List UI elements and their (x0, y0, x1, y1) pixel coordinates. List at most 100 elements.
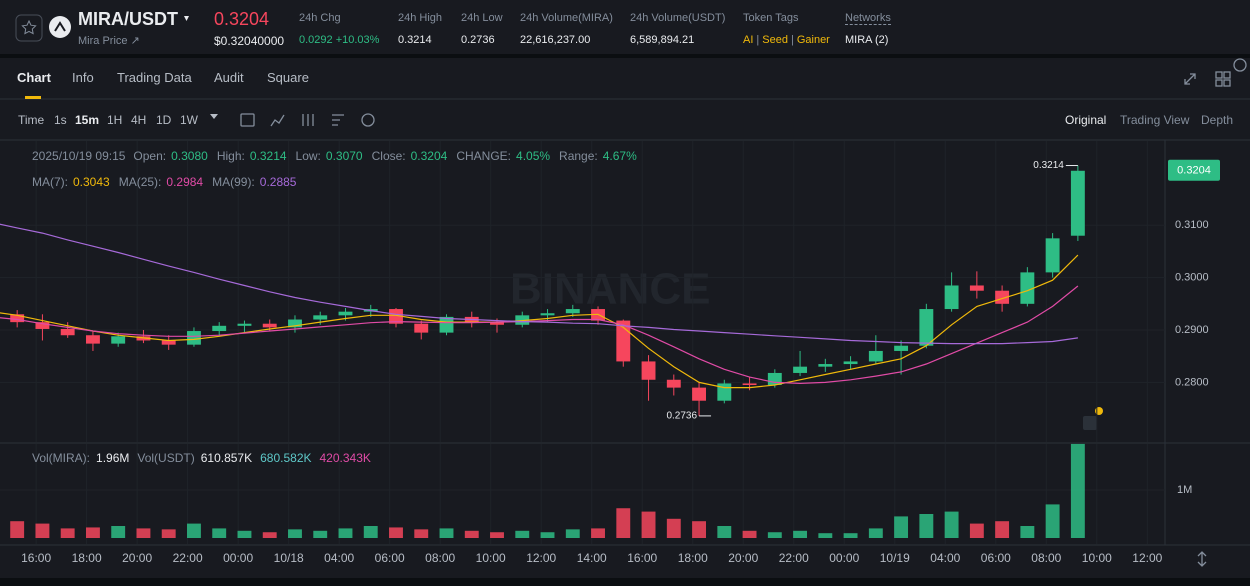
volume-bar (1020, 526, 1035, 538)
candle-body (338, 311, 353, 316)
token-tag[interactable]: Seed (762, 34, 788, 46)
volume-bar (338, 528, 353, 538)
tab[interactable]: Square (267, 70, 309, 85)
volume-bar (995, 521, 1010, 538)
subtitle[interactable]: Mira Price ↗ (78, 35, 140, 47)
stat-label: 24h Low (461, 12, 503, 24)
interval[interactable]: Time (18, 113, 45, 127)
volume-bar (262, 532, 277, 538)
vol-value: 1.96M (96, 451, 130, 465)
close-icon[interactable] (1233, 58, 1247, 72)
calendar-icon[interactable] (240, 113, 255, 127)
scale-icon[interactable] (1197, 551, 1207, 567)
volume-bar (187, 523, 201, 538)
stat-value[interactable]: MIRA (2) (845, 34, 889, 46)
volume-bar (969, 523, 984, 538)
current-price-tag (1168, 159, 1220, 181)
token-tag[interactable]: Gainer (796, 34, 830, 46)
stat-value: 22,616,237.00 (520, 34, 591, 46)
info-label: High: (216, 149, 245, 163)
dropdown[interactable] (210, 114, 218, 119)
interval[interactable]: 15m (75, 113, 100, 127)
usd-price: $0.32040000 (214, 34, 285, 48)
volume-bar (10, 521, 25, 538)
dropdown-icon[interactable] (184, 16, 189, 21)
info-value: 0.3214 (249, 149, 287, 163)
x-tick-label: 22:00 (779, 551, 809, 565)
interval[interactable]: 1W (180, 113, 198, 127)
candle-body (288, 319, 302, 328)
interval[interactable]: 1H (107, 113, 123, 127)
x-tick-label: 20:00 (728, 551, 758, 565)
y-tick-label: 0.2900 (1175, 324, 1209, 336)
view-option[interactable]: Depth (1201, 113, 1234, 127)
ma-line (0, 223, 1078, 345)
candle-body (1020, 272, 1035, 304)
favorite-button[interactable] (15, 14, 43, 42)
volume-bar (767, 532, 782, 538)
stat-label: 24h Chg (299, 12, 341, 24)
last-price: 0.3204 (214, 9, 270, 29)
tab[interactable]: Audit (214, 70, 244, 85)
indicator-icon[interactable] (270, 114, 285, 127)
info-value: 4.05% (516, 149, 551, 163)
candle-body (85, 335, 100, 344)
separator: | (756, 34, 760, 46)
x-tick-label: 14:00 (577, 551, 607, 565)
candle-body (818, 364, 833, 367)
volume-bar (515, 530, 530, 538)
interval[interactable]: 4H (131, 113, 147, 127)
token-logo-mark (54, 21, 66, 32)
symbol[interactable]: MIRA/USDT (78, 9, 178, 29)
notice-icon[interactable] (1083, 416, 1097, 430)
candle-body (692, 387, 706, 401)
x-tick-label: 18:00 (72, 551, 102, 565)
candle-body (161, 340, 176, 345)
x-tick-label: 00:00 (829, 551, 859, 565)
candle-body (843, 361, 858, 365)
info-label: Open: (133, 149, 167, 163)
separator: | (790, 34, 794, 46)
volume-bar (717, 526, 732, 538)
volume-bar (793, 530, 808, 538)
ma-label: MA(25): (118, 175, 162, 189)
ma-value: 0.3043 (73, 175, 110, 189)
view-option[interactable]: Original (1065, 113, 1107, 127)
notice-dot (1095, 407, 1103, 415)
ma-line (0, 254, 1079, 389)
volume-bar (565, 529, 580, 538)
candle-body (187, 331, 201, 345)
tab[interactable]: Info (72, 70, 94, 85)
stat-label: 24h High (398, 12, 443, 24)
token-tag[interactable]: AI (743, 34, 754, 46)
x-tick-label: 10/18 (274, 551, 304, 565)
layout-icon[interactable] (1215, 71, 1223, 79)
watermark: BINANCE (510, 265, 710, 314)
candle-info: 2025/10/19 09:15 Open: 0.3080 High: 0.3214 Lo… (32, 149, 646, 163)
candle-body (565, 309, 580, 314)
ma-value: 0.2984 (166, 175, 204, 189)
tab[interactable]: Chart (17, 70, 51, 85)
stat-label: 24h Volume(MIRA) (520, 12, 613, 24)
stat-label: Networks (845, 12, 891, 25)
ma-label: MA(7): (32, 175, 68, 189)
volume-bar (60, 528, 75, 538)
vol-value: 610.857K (200, 451, 253, 465)
interval[interactable]: 1D (156, 113, 172, 127)
candle-body (439, 316, 454, 333)
target-icon[interactable] (361, 113, 375, 127)
stat-value: 0.3214 (398, 34, 432, 46)
candle-icon[interactable] (302, 114, 314, 126)
interval[interactable]: 1s (54, 113, 67, 127)
view-option[interactable]: Trading View (1120, 113, 1190, 127)
ma-value: 0.2885 (259, 175, 297, 189)
candle-body (490, 322, 504, 325)
volume-bar (818, 533, 833, 538)
header-bg (0, 0, 1250, 54)
tab[interactable]: Trading Data (117, 70, 192, 85)
settings-icon[interactable] (332, 114, 344, 126)
volume-bar (85, 527, 100, 538)
fullscreen-icon[interactable] (1184, 73, 1196, 85)
candle-body (313, 315, 328, 320)
candle-body (793, 366, 808, 373)
